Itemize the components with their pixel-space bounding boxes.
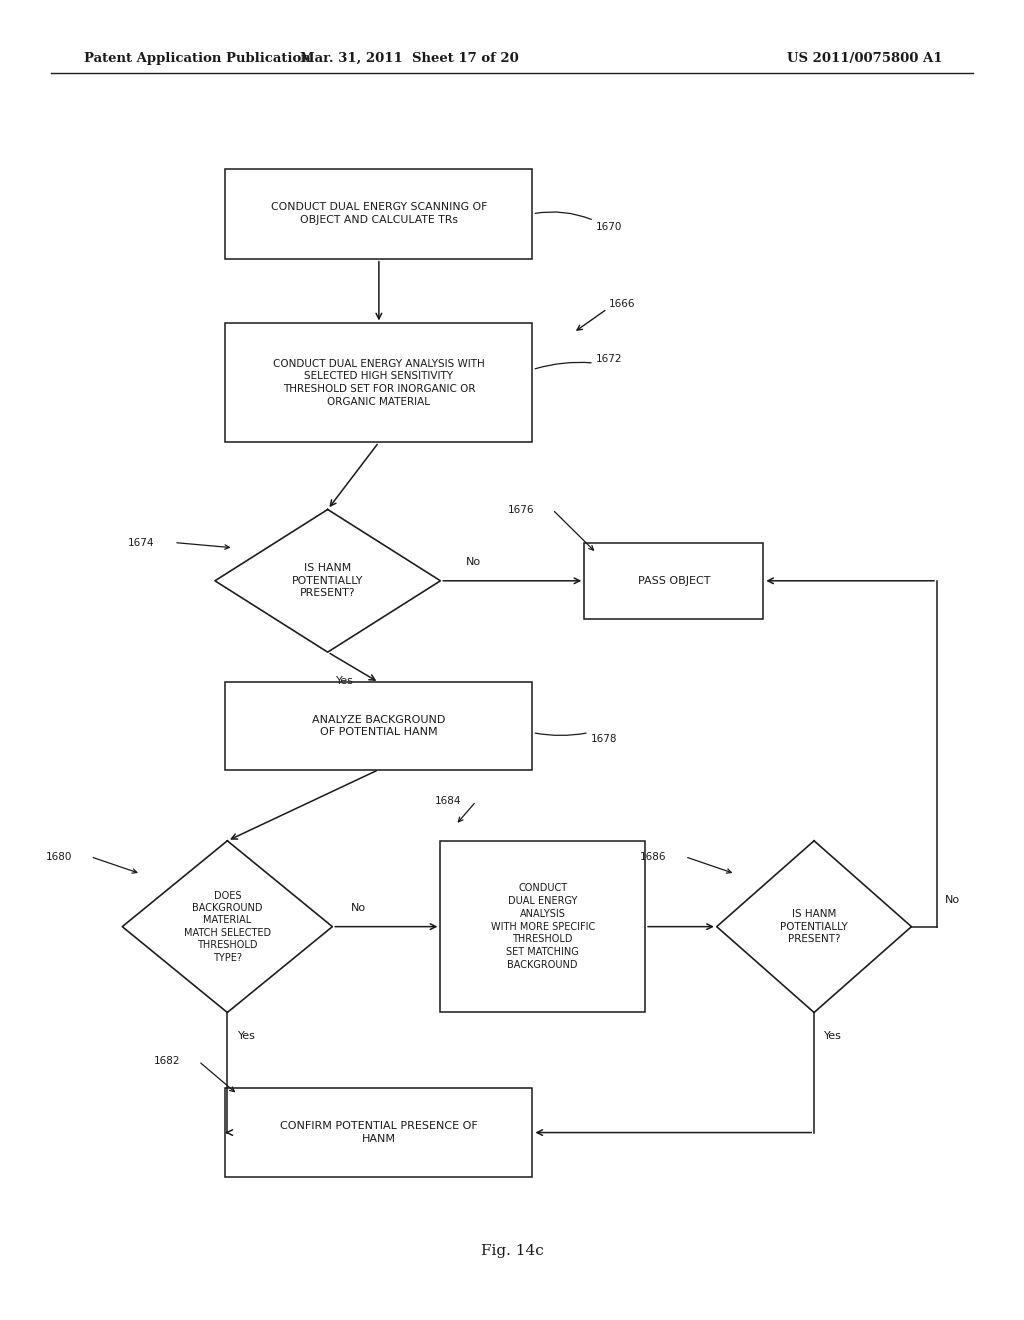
Bar	[225, 169, 532, 259]
Polygon shape	[123, 841, 332, 1012]
Polygon shape	[215, 510, 440, 652]
Text: 1678: 1678	[591, 734, 617, 744]
Text: 1682: 1682	[154, 1056, 180, 1067]
Bar	[225, 682, 532, 770]
Text: No: No	[945, 895, 961, 906]
Text: Patent Application Publication: Patent Application Publication	[84, 51, 310, 65]
Bar	[225, 323, 532, 442]
Text: 1672: 1672	[596, 354, 623, 364]
Bar	[584, 543, 764, 619]
Text: ANALYZE BACKGROUND
OF POTENTIAL HANM: ANALYZE BACKGROUND OF POTENTIAL HANM	[312, 714, 445, 738]
Text: CONDUCT DUAL ENERGY ANALYSIS WITH
SELECTED HIGH SENSITIVITY
THRESHOLD SET FOR IN: CONDUCT DUAL ENERGY ANALYSIS WITH SELECT…	[273, 359, 484, 407]
Text: 1670: 1670	[596, 222, 623, 232]
Text: IS HANM
POTENTIALLY
PRESENT?: IS HANM POTENTIALLY PRESENT?	[780, 909, 848, 944]
Text: Fig. 14c: Fig. 14c	[480, 1245, 544, 1258]
Text: 1674: 1674	[128, 537, 155, 548]
Text: 1686: 1686	[640, 851, 667, 862]
Text: Yes: Yes	[824, 1031, 842, 1041]
Text: CONDUCT DUAL ENERGY SCANNING OF
OBJECT AND CALCULATE TRs: CONDUCT DUAL ENERGY SCANNING OF OBJECT A…	[270, 202, 487, 226]
Bar	[440, 841, 645, 1012]
Text: Yes: Yes	[238, 1031, 255, 1041]
Text: CONDUCT
DUAL ENERGY
ANALYSIS
WITH MORE SPECIFIC
THRESHOLD
SET MATCHING
BACKGROUN: CONDUCT DUAL ENERGY ANALYSIS WITH MORE S…	[490, 883, 595, 970]
Polygon shape	[717, 841, 911, 1012]
Text: No: No	[466, 557, 481, 568]
Bar	[225, 1088, 532, 1177]
Text: DOES
BACKGROUND
MATERIAL
MATCH SELECTED
THRESHOLD
TYPE?: DOES BACKGROUND MATERIAL MATCH SELECTED …	[183, 891, 271, 962]
Text: 1680: 1680	[46, 851, 72, 862]
Text: IS HANM
POTENTIALLY
PRESENT?: IS HANM POTENTIALLY PRESENT?	[292, 564, 364, 598]
Text: 1676: 1676	[508, 504, 534, 515]
Text: Yes: Yes	[336, 676, 353, 686]
Text: CONFIRM POTENTIAL PRESENCE OF
HANM: CONFIRM POTENTIAL PRESENCE OF HANM	[280, 1121, 478, 1144]
Text: 1684: 1684	[435, 796, 462, 807]
Text: Mar. 31, 2011  Sheet 17 of 20: Mar. 31, 2011 Sheet 17 of 20	[300, 51, 519, 65]
Text: US 2011/0075800 A1: US 2011/0075800 A1	[786, 51, 942, 65]
Text: PASS OBJECT: PASS OBJECT	[638, 576, 710, 586]
Text: No: No	[350, 903, 366, 913]
Text: 1666: 1666	[609, 298, 636, 309]
